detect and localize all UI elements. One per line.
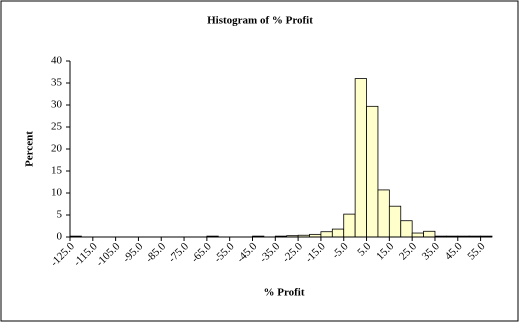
y-tick-label: 30 (51, 99, 63, 111)
bar (423, 230, 436, 238)
x-axis-label: % Profit (263, 287, 304, 299)
bar (377, 189, 390, 238)
y-tick-label: 0 (57, 231, 63, 243)
y-tick-label: 35 (51, 77, 63, 89)
bar (343, 213, 356, 238)
y-tick-label: 25 (51, 121, 63, 133)
chart-title: Histogram of % Profit (207, 15, 313, 27)
y-tick-label: 20 (51, 143, 63, 155)
bar (400, 220, 413, 238)
bar (388, 205, 402, 238)
y-tick-label: 5 (57, 209, 63, 221)
y-tick-label: 15 (51, 165, 63, 177)
y-axis-label: Percent (24, 131, 36, 167)
bar (320, 231, 333, 238)
bar (411, 232, 424, 238)
bar (354, 78, 367, 238)
y-tick-label: 40 (51, 55, 63, 67)
bar (366, 105, 379, 238)
bar (331, 228, 345, 238)
y-tick-label: 10 (51, 187, 63, 199)
